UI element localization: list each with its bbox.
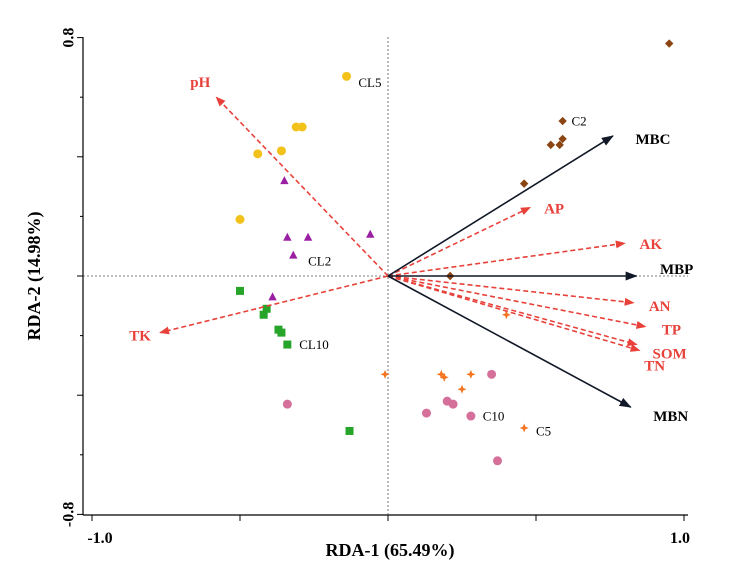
- point-c2-6: [519, 179, 529, 188]
- vector-mbn: [387, 275, 632, 408]
- y-tick-label-bottom: -0.8: [61, 502, 78, 527]
- point-c5-4: [466, 369, 476, 379]
- point-c10-3: [421, 408, 431, 418]
- point-cl2-2: [283, 232, 292, 241]
- point-c10-5: [448, 399, 458, 409]
- group-label-cl10: CL10: [299, 337, 329, 352]
- vector-som: [387, 275, 641, 352]
- point-c10-7: [493, 456, 503, 466]
- vector-label-ak: AK: [640, 237, 663, 253]
- point-c5-3: [439, 372, 449, 382]
- point-cl2-3: [303, 232, 313, 241]
- vector-label-mbp: MBP: [660, 262, 693, 278]
- vector-mbc: [387, 135, 614, 277]
- point-c2-3: [558, 134, 567, 144]
- vector-an: [387, 275, 635, 306]
- vector-label-an: AN: [649, 299, 671, 315]
- group-label-cl2: CL2: [308, 254, 331, 269]
- y-tick-label-top: 0.8: [61, 28, 78, 48]
- group-label-c2: C2: [572, 114, 587, 129]
- point-cl5-5: [253, 149, 263, 159]
- point-cl10-6: [283, 340, 292, 349]
- group-label-cl5: CL5: [358, 75, 381, 90]
- vector-label-som: SOM: [653, 347, 687, 363]
- sample-points: [235, 39, 674, 466]
- point-cl2-1: [280, 176, 289, 185]
- point-cl10-1: [236, 286, 244, 295]
- point-c5-6: [501, 310, 511, 320]
- group-labels: CL5 CL2 CL10 C2 C10 C5: [299, 75, 586, 439]
- vector-ak: [387, 240, 626, 277]
- point-cl5-6: [235, 214, 245, 224]
- point-cl2-4: [289, 250, 298, 259]
- y-axis-title: RDA-2 (14.98%): [24, 212, 45, 341]
- vector-label-ph: pH: [190, 75, 210, 91]
- vector-ap: [387, 206, 531, 277]
- point-c10-1: [282, 399, 292, 409]
- point-cl2-6: [268, 292, 277, 301]
- point-c5-2: [436, 369, 446, 379]
- vector-tn: [387, 275, 638, 347]
- axes: 0.8 -0.8 -1.0 1.0: [61, 28, 691, 547]
- vector-ph: [215, 96, 389, 277]
- x-tick-label-left: -1.0: [87, 530, 112, 547]
- point-cl10-2: [262, 304, 271, 313]
- vector-tk: [159, 275, 389, 335]
- group-label-c5: C5: [536, 423, 551, 438]
- vector-label-tn: TN: [644, 359, 665, 375]
- point-c2-4: [546, 140, 555, 150]
- point-cl10-7: [345, 426, 354, 435]
- point-c5-7: [519, 423, 529, 433]
- point-cl10-3: [259, 310, 268, 319]
- vector-label-mbc: MBC: [635, 132, 670, 148]
- point-c5-5: [457, 384, 467, 394]
- x-axis-title: RDA-1 (65.49%): [326, 540, 455, 561]
- point-c5-1: [380, 369, 390, 379]
- vector-label-tp: TP: [662, 323, 681, 339]
- point-cl5-1: [342, 71, 352, 81]
- vector-tp: [387, 275, 647, 329]
- point-c10-6: [466, 411, 476, 421]
- point-cl5-3: [297, 122, 307, 132]
- point-c2-1: [665, 39, 674, 48]
- point-c10-2: [487, 369, 497, 379]
- point-cl10-5: [277, 328, 286, 337]
- point-c2-5: [555, 140, 564, 150]
- vector-label-ap: AP: [544, 201, 564, 217]
- vector-label-mbn: MBN: [653, 409, 688, 425]
- group-label-c10: C10: [483, 409, 505, 424]
- vector-label-tk: TK: [129, 329, 151, 345]
- point-c2-2: [558, 116, 567, 126]
- x-tick-label-right: 1.0: [670, 530, 690, 547]
- point-cl2-5: [366, 229, 375, 238]
- point-cl5-4: [276, 146, 286, 156]
